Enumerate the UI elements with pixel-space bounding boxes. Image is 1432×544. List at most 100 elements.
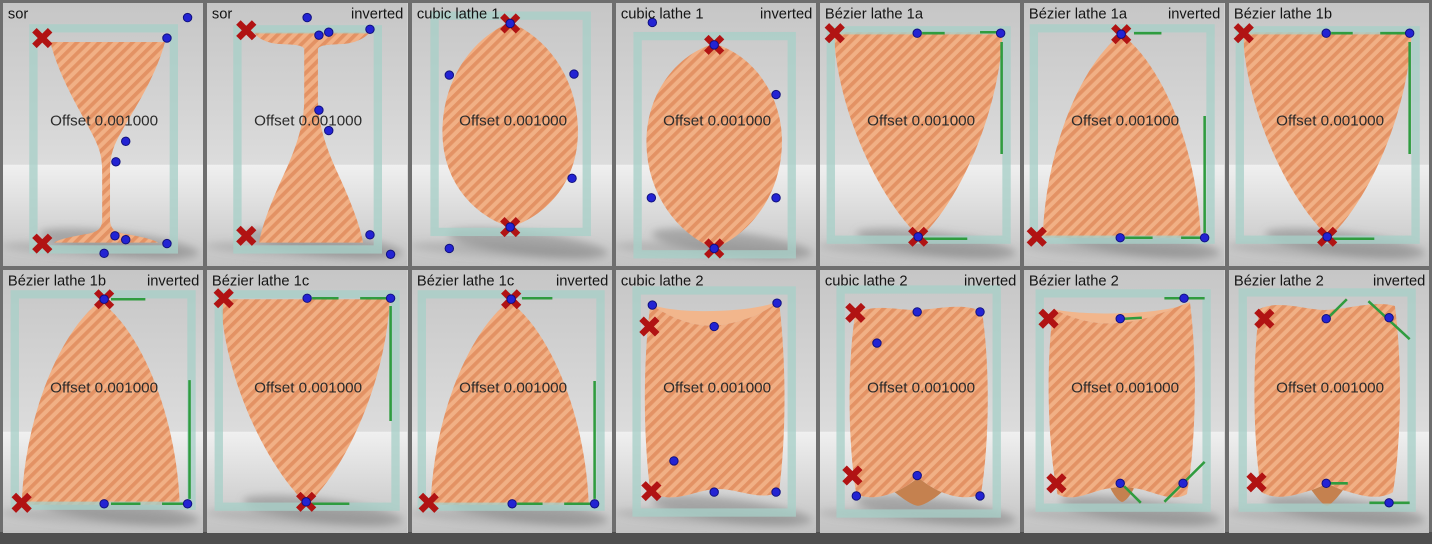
- panel-label: cubic lathe 2: [825, 274, 908, 290]
- lathe-inner-surface: [650, 301, 779, 326]
- control-point-dot: [302, 12, 313, 23]
- control-point-dot: [505, 222, 515, 232]
- control-point-dot: [709, 487, 719, 497]
- offset-label: Offset 0.001000: [867, 113, 975, 130]
- lathe-shape: [50, 41, 165, 243]
- control-point-dot: [647, 300, 657, 310]
- offset-label: Offset 0.001000: [459, 113, 567, 130]
- bounding-frame: [633, 31, 796, 259]
- inverted-badge: inverted: [351, 7, 403, 23]
- x-marker: [418, 492, 439, 513]
- panel-scene: Bézier lathe 1a Offset 0.001000: [820, 3, 1021, 266]
- lathe-shape: [221, 299, 390, 505]
- control-point-dot: [314, 105, 324, 115]
- panel-scene: Bézier lathe 1b inverted Offset 0.001000: [3, 270, 204, 533]
- control-point-dot: [121, 235, 131, 245]
- control-point-dot: [1384, 313, 1394, 323]
- lathe-shape: [646, 43, 782, 249]
- control-point-dot: [1321, 28, 1331, 38]
- offset-label: Offset 0.001000: [254, 113, 362, 130]
- render-panel: cubic lathe 2 Offset 0.001000: [615, 270, 817, 533]
- render-panel: cubic lathe 1 inverted Offset 0.001000: [615, 3, 817, 266]
- control-point-dot: [1321, 478, 1331, 488]
- control-point-dot: [912, 307, 923, 317]
- control-point-dot: [99, 499, 109, 509]
- panel-label: Bézier lathe 1b: [8, 274, 106, 290]
- bounding-frame: [632, 286, 796, 517]
- x-marker: [845, 302, 866, 323]
- control-point-dot: [444, 243, 454, 254]
- x-marker: [236, 20, 257, 41]
- x-marker: [11, 492, 32, 513]
- control-point-dot: [913, 232, 924, 242]
- control-point-dot: [851, 491, 862, 501]
- panel-scene: Bézier lathe 1c inverted Offset 0.001000: [411, 270, 612, 533]
- x-marker: [1038, 308, 1060, 329]
- control-point-dot: [1322, 232, 1332, 242]
- panel-scene: cubic lathe 1 Offset 0.001000: [411, 3, 612, 266]
- control-point-dot: [566, 173, 577, 184]
- panel-scene: sor Offset 0.001000: [3, 3, 204, 266]
- control-point-dot: [121, 136, 131, 146]
- lathe-shape: [1043, 34, 1202, 238]
- panel-label: cubic lathe 1: [416, 7, 499, 23]
- lathe-shape: [430, 301, 589, 505]
- x-marker: [1027, 226, 1048, 247]
- control-point-dot: [99, 248, 109, 259]
- control-point-dot: [162, 238, 172, 249]
- x-marker: [842, 465, 863, 486]
- control-point-dot: [771, 89, 781, 100]
- control-point-dot: [1115, 478, 1126, 488]
- lathe-shape: [254, 32, 371, 243]
- control-point-dot: [996, 28, 1006, 38]
- control-point-dot: [182, 12, 193, 23]
- lathe-shape: [849, 306, 988, 498]
- x-marker: [1253, 308, 1275, 329]
- lathe-shape: [21, 301, 180, 505]
- control-point-dot: [386, 293, 396, 303]
- lathe-shape: [644, 301, 785, 498]
- offset-label: Offset 0.001000: [1276, 380, 1384, 397]
- control-point-dot: [324, 125, 334, 136]
- x-marker: [1046, 473, 1067, 494]
- control-point-dot: [975, 307, 985, 317]
- offset-label: Offset 0.001000: [867, 380, 975, 397]
- inverted-badge: inverted: [1168, 7, 1220, 23]
- lathe-inner-surface: [894, 477, 942, 506]
- inverted-badge: inverted: [556, 274, 608, 290]
- offset-label: Offset 0.001000: [459, 380, 567, 397]
- inverted-badge: inverted: [760, 7, 812, 23]
- offset-label: Offset 0.001000: [1276, 113, 1384, 130]
- panel-scene: Bézier lathe 2 inverted Offset 0.001000: [1228, 270, 1429, 533]
- panel-scene: sor inverted Offset 0.001000: [207, 3, 408, 266]
- lathe-shape: [1242, 32, 1412, 238]
- tangent-handle: [1124, 316, 1143, 320]
- x-marker: [32, 233, 53, 254]
- control-point-dot: [505, 18, 515, 29]
- bounding-frame: [1238, 288, 1416, 512]
- panel-label: Bézier lathe 1c: [212, 274, 309, 290]
- control-point-dot: [771, 487, 781, 497]
- control-point-dot: [1116, 29, 1127, 39]
- control-point-dot: [182, 499, 193, 509]
- control-point-dot: [1200, 233, 1210, 243]
- control-point-dot: [772, 298, 782, 308]
- panel-label: sor: [212, 7, 233, 23]
- render-panel: sor inverted Offset 0.001000: [207, 3, 408, 266]
- render-panel: cubic lathe 2 inverted Offset 0.001000: [820, 270, 1021, 533]
- lathe-inner-surface: [1053, 302, 1191, 324]
- render-panel: Bézier lathe 1c inverted Offset 0.001000: [411, 270, 612, 533]
- x-marker: [639, 316, 660, 337]
- control-point-dot: [647, 17, 657, 28]
- control-point-dot: [568, 69, 579, 79]
- control-point-dot: [111, 157, 121, 167]
- control-point-dot: [302, 293, 313, 303]
- render-panel: sor Offset 0.001000: [3, 3, 204, 266]
- control-point-dot: [365, 24, 375, 34]
- control-point-dot: [301, 497, 312, 507]
- panel-scene: cubic lathe 2 Offset 0.001000: [615, 270, 817, 533]
- panel-label: Bézier lathe 1c: [416, 274, 513, 290]
- offset-label: Offset 0.001000: [1072, 380, 1180, 397]
- control-point-dot: [872, 338, 882, 348]
- offset-label: Offset 0.001000: [50, 113, 158, 130]
